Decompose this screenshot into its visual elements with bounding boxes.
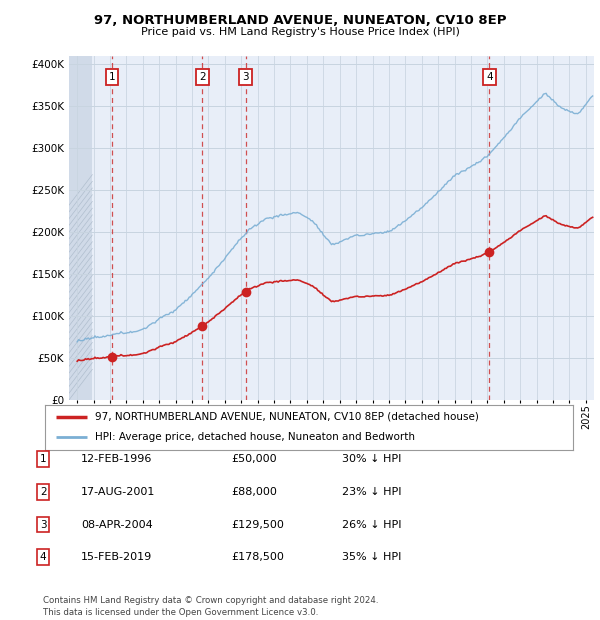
Text: Price paid vs. HM Land Registry's House Price Index (HPI): Price paid vs. HM Land Registry's House … [140, 27, 460, 37]
Text: 4: 4 [486, 72, 493, 82]
Text: 3: 3 [242, 72, 249, 82]
Text: 35% ↓ HPI: 35% ↓ HPI [342, 552, 401, 562]
Text: £178,500: £178,500 [231, 552, 284, 562]
Text: 23% ↓ HPI: 23% ↓ HPI [342, 487, 401, 497]
Text: 12-FEB-1996: 12-FEB-1996 [81, 454, 152, 464]
Text: 26% ↓ HPI: 26% ↓ HPI [342, 520, 401, 529]
Text: 2: 2 [199, 72, 206, 82]
Text: 15-FEB-2019: 15-FEB-2019 [81, 552, 152, 562]
Text: 4: 4 [40, 552, 47, 562]
Text: 2: 2 [40, 487, 47, 497]
Text: £88,000: £88,000 [231, 487, 277, 497]
Text: 97, NORTHUMBERLAND AVENUE, NUNEATON, CV10 8EP (detached house): 97, NORTHUMBERLAND AVENUE, NUNEATON, CV1… [95, 412, 479, 422]
Text: 17-AUG-2001: 17-AUG-2001 [81, 487, 155, 497]
Text: 1: 1 [40, 454, 47, 464]
Text: 97, NORTHUMBERLAND AVENUE, NUNEATON, CV10 8EP: 97, NORTHUMBERLAND AVENUE, NUNEATON, CV1… [94, 14, 506, 27]
Text: £129,500: £129,500 [231, 520, 284, 529]
Text: 3: 3 [40, 520, 47, 529]
Text: HPI: Average price, detached house, Nuneaton and Bedworth: HPI: Average price, detached house, Nune… [95, 432, 415, 443]
Text: 1: 1 [109, 72, 115, 82]
Text: 30% ↓ HPI: 30% ↓ HPI [342, 454, 401, 464]
Text: 08-APR-2004: 08-APR-2004 [81, 520, 153, 529]
Text: Contains HM Land Registry data © Crown copyright and database right 2024.
This d: Contains HM Land Registry data © Crown c… [43, 596, 379, 617]
Text: £50,000: £50,000 [231, 454, 277, 464]
